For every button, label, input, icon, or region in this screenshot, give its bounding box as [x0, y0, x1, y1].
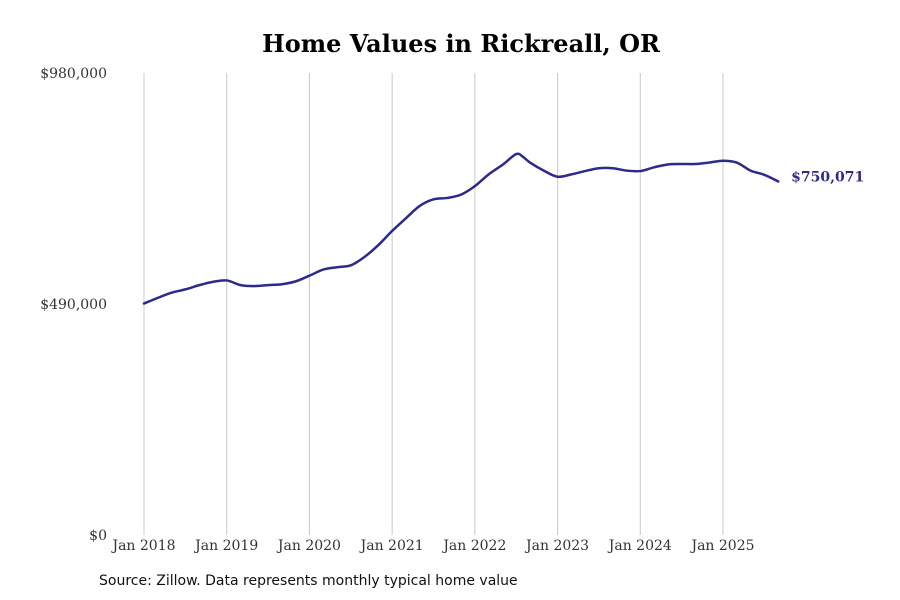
x-tick-label: Jan 2020 — [276, 538, 341, 554]
x-tick-label: Jan 2021 — [359, 538, 424, 554]
y-axis: $0 $490,000 $980,000 — [40, 66, 107, 544]
x-tick-label: Jan 2024 — [607, 538, 672, 554]
y-tick-label: $980,000 — [40, 66, 107, 82]
y-tick-label: $0 — [89, 528, 107, 544]
source-note: Source: Zillow. Data represents monthly … — [99, 573, 518, 589]
x-tick-label: Jan 2018 — [110, 538, 175, 554]
gridlines — [143, 73, 724, 535]
x-tick-label: Jan 2025 — [689, 538, 754, 554]
y-tick-label: $490,000 — [40, 297, 107, 313]
x-tick-label: Jan 2023 — [524, 538, 589, 554]
series-layer: $750,071 — [142, 152, 864, 305]
x-axis: Jan 2018 Jan 2019 Jan 2020 Jan 2021 Jan 2022… — [110, 538, 754, 554]
chart-title: Home Values in Rickreall, OR — [262, 29, 661, 58]
x-tick-label: Jan 2019 — [193, 538, 258, 554]
series-line — [142, 152, 780, 305]
end-value-label: $750,071 — [791, 169, 864, 185]
x-tick-label: Jan 2022 — [441, 538, 506, 554]
